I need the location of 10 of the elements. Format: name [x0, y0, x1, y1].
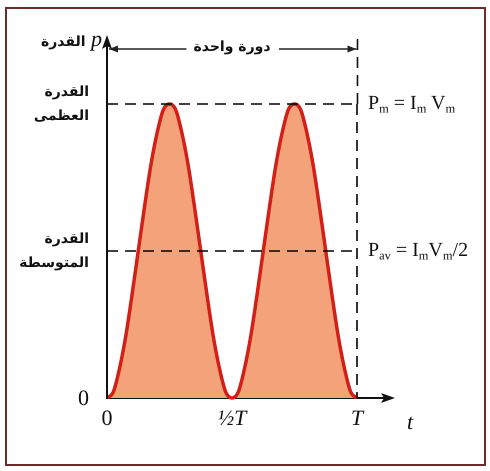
x-axis-title: t	[406, 408, 414, 434]
x-tick-label: T	[350, 405, 364, 430]
series-label: P$_{m}$ = I$_{m}$ V$_{m}$	[368, 92, 456, 116]
text: القدرة العظمى	[34, 83, 89, 126]
x-tick-label: ½T	[218, 405, 246, 430]
series-label: P$_{av}$ = I$_{m}$V$_{m}$/2	[368, 238, 468, 264]
text: دورة واحدة	[193, 39, 271, 56]
text: القدرة المتوسطة	[19, 230, 89, 273]
x-tick-label: 0	[102, 405, 112, 430]
text: 0	[78, 384, 89, 410]
